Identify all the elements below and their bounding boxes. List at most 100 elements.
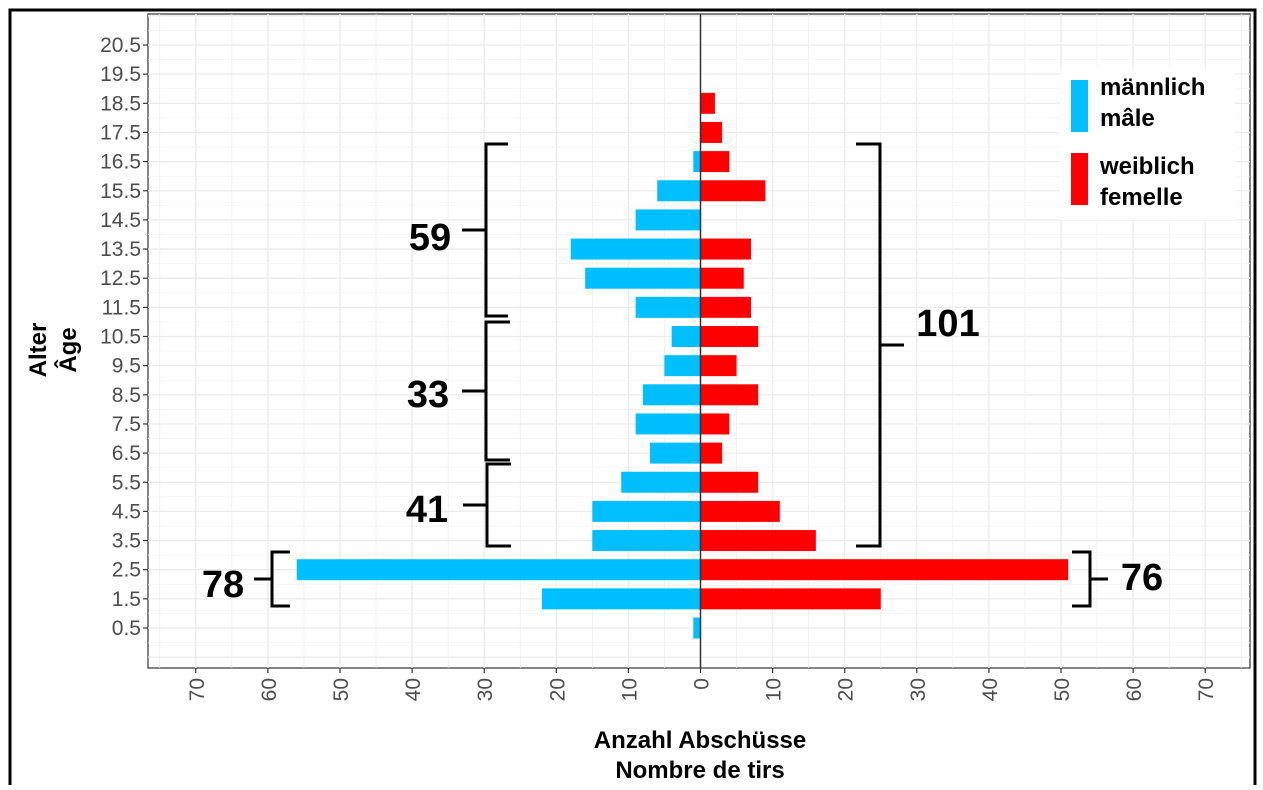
y-axis-title-line1: Alter [25, 323, 52, 378]
bar-male-16.5 [693, 151, 701, 173]
legend-swatch-female [1071, 153, 1088, 205]
y-tick-label: 16.5 [100, 151, 141, 174]
legend-label-female-2: femelle [1100, 184, 1183, 211]
legend-swatch-male [1071, 80, 1088, 132]
y-tick-label: 3.5 [112, 530, 141, 553]
y-tick-label: 14.5 [100, 209, 141, 232]
bar-female-3.5 [700, 530, 816, 552]
x-tick-label: 60 [258, 678, 281, 701]
bar-male-11.5 [635, 296, 701, 318]
x-axis-title-line2: Nombre de tirs [615, 757, 784, 784]
x-tick-label: 10 [618, 678, 641, 701]
bar-female-5.5 [700, 471, 759, 493]
bracket-label-41: 41 [406, 489, 448, 531]
bracket-layer [254, 142, 1108, 608]
bars-layer [296, 92, 1069, 639]
y-tick-label: 19.5 [100, 63, 141, 86]
axis-layer: 0.5 1.5 2.5 3.5 4.5 5.5 6.5 7.5 8.5 9.5 10.5 11.5 12… [100, 14, 1218, 701]
bar-male-7.5 [635, 413, 701, 435]
y-axis-title-line2: Âge [54, 327, 82, 372]
y-tick-label: 13.5 [100, 238, 141, 261]
bracket-78 [254, 550, 290, 608]
bar-female-10.5 [700, 326, 759, 347]
x-tick-label: 50 [330, 678, 353, 701]
bracket-41 [463, 462, 511, 548]
y-tick-label: 15.5 [100, 180, 141, 203]
bar-female-6.5 [700, 442, 723, 464]
y-tick-label: 0.5 [112, 617, 141, 640]
x-tick-label: 60 [1123, 678, 1146, 701]
y-tick-label: 7.5 [112, 413, 141, 436]
y-tick-label: 5.5 [112, 471, 141, 494]
bracket-label-78: 78 [202, 564, 244, 606]
y-tick-label: 9.5 [112, 355, 141, 378]
bar-female-7.5 [700, 413, 730, 435]
legend-label-male-2: mâle [1100, 105, 1155, 132]
bar-female-16.5 [700, 151, 730, 173]
x-tick-label: 40 [979, 678, 1002, 701]
legend-label-female-1: weiblich [1099, 153, 1195, 180]
bar-male-9.5 [664, 355, 701, 377]
bar-male-6.5 [650, 442, 701, 464]
bar-female-4.5 [700, 500, 780, 522]
bracket-33 [462, 320, 510, 462]
bracket-label-59: 59 [409, 217, 451, 259]
x-tick-label: 0 [691, 678, 714, 690]
x-tick-label: 50 [1051, 678, 1074, 701]
x-tick-label: 40 [402, 678, 425, 701]
bracket-76 [1072, 550, 1108, 608]
bar-female-13.5 [700, 238, 751, 260]
y-tick-label: 2.5 [112, 559, 141, 582]
bar-female-15.5 [700, 180, 766, 202]
bar-female-18.5 [700, 92, 715, 114]
bracket-101 [856, 142, 904, 548]
y-tick-label: 18.5 [100, 92, 141, 115]
bar-male-5.5 [621, 471, 701, 493]
y-tick-label: 8.5 [112, 384, 141, 407]
outer-border [8, 8, 1257, 790]
bracket-59 [462, 142, 508, 318]
y-tick-label: 10.5 [100, 326, 141, 349]
y-tick-label: 20.5 [100, 34, 141, 57]
bar-male-1.5 [541, 588, 701, 610]
bracket-label-76: 76 [1121, 557, 1163, 599]
bar-male-12.5 [585, 267, 701, 289]
x-axis-title-line1: Anzahl Abschüsse [594, 727, 807, 754]
bar-male-14.5 [635, 209, 701, 231]
bar-female-12.5 [700, 267, 744, 289]
legend-background [1060, 68, 1235, 220]
legend-label-male-1: männlich [1100, 74, 1205, 101]
bar-female-17.5 [700, 121, 723, 143]
x-tick-label: 70 [1195, 678, 1218, 701]
y-tick-label: 17.5 [100, 121, 141, 144]
bar-female-2.5 [700, 559, 1069, 581]
bar-male-3.5 [592, 530, 701, 552]
y-tick-label: 11.5 [102, 296, 141, 319]
bar-male-10.5 [671, 326, 701, 347]
y-tick-label: 12.5 [100, 267, 141, 290]
x-tick-label: 30 [907, 678, 930, 701]
bar-male-13.5 [570, 238, 701, 260]
bracket-label-101: 101 [916, 303, 979, 345]
x-tick-label: 20 [546, 678, 569, 701]
x-tick-label: 30 [474, 678, 497, 701]
bracket-label-33: 33 [407, 374, 449, 416]
bar-male-15.5 [657, 180, 701, 202]
y-tick-label: 6.5 [112, 442, 141, 465]
bar-male-2.5 [296, 559, 701, 581]
legend: männlich mâle weiblich femelle [1060, 68, 1235, 220]
bar-female-9.5 [700, 355, 737, 377]
x-tick-label: 10 [763, 678, 786, 701]
bar-male-4.5 [592, 500, 701, 522]
bar-female-1.5 [700, 588, 881, 610]
y-tick-label: 1.5 [112, 588, 141, 611]
x-tick-label: 70 [186, 678, 209, 701]
bar-female-8.5 [700, 384, 759, 406]
bar-male-0.5 [693, 617, 701, 639]
bar-male-8.5 [642, 384, 701, 406]
x-tick-label: 20 [835, 678, 858, 701]
bar-female-11.5 [700, 296, 751, 318]
y-tick-label: 4.5 [112, 500, 141, 523]
